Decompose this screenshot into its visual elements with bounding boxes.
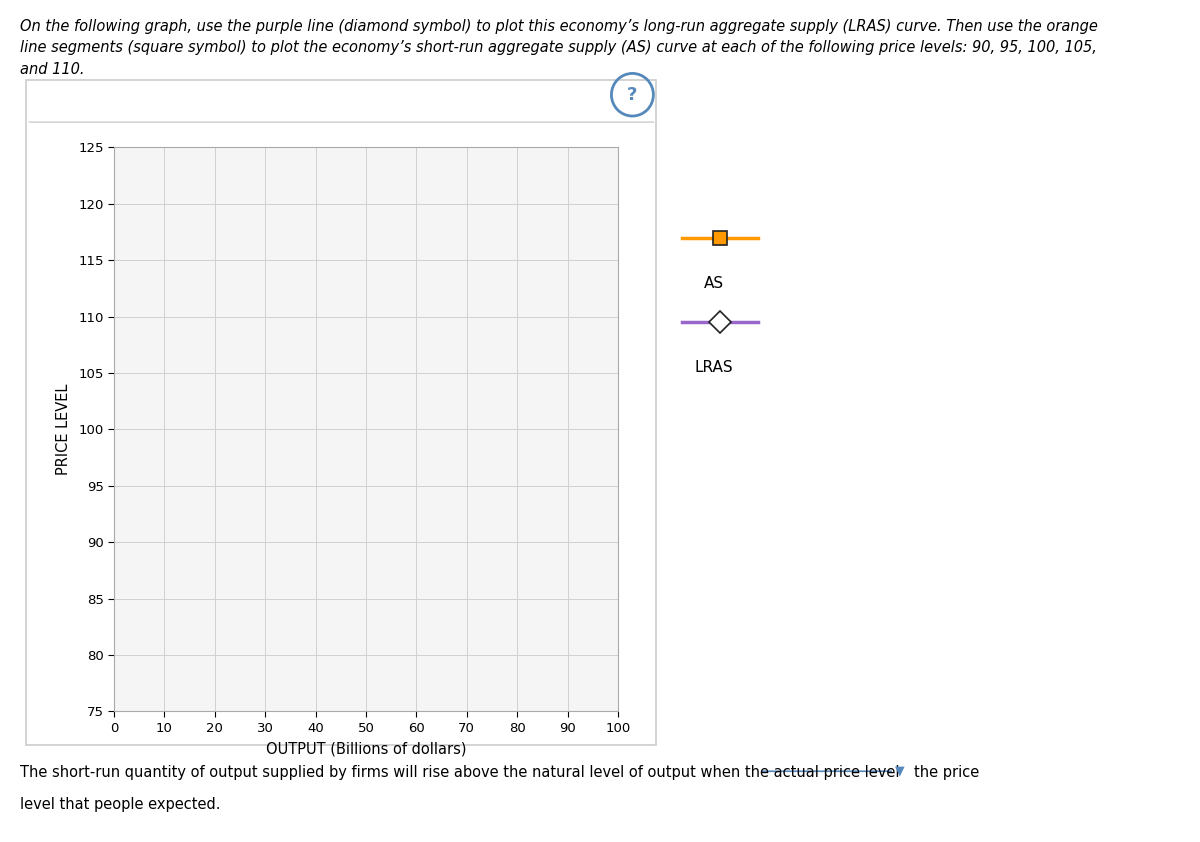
X-axis label: OUTPUT (Billions of dollars): OUTPUT (Billions of dollars) — [265, 742, 467, 757]
Text: The short-run quantity of output supplied by firms will rise above the natural l: The short-run quantity of output supplie… — [20, 765, 900, 780]
Text: AS: AS — [704, 276, 724, 291]
Y-axis label: PRICE LEVEL: PRICE LEVEL — [56, 384, 71, 475]
Text: LRAS: LRAS — [695, 360, 733, 376]
Text: level that people expected.: level that people expected. — [20, 797, 221, 812]
Text: the price: the price — [914, 765, 979, 780]
Text: ?: ? — [628, 86, 637, 104]
Text: line segments (square symbol) to plot the economy’s short-run aggregate supply (: line segments (square symbol) to plot th… — [20, 40, 1097, 56]
Text: ▼: ▼ — [895, 765, 905, 777]
Text: and 110.: and 110. — [20, 62, 85, 77]
Text: On the following graph, use the purple line (diamond symbol) to plot this econom: On the following graph, use the purple l… — [20, 19, 1098, 34]
